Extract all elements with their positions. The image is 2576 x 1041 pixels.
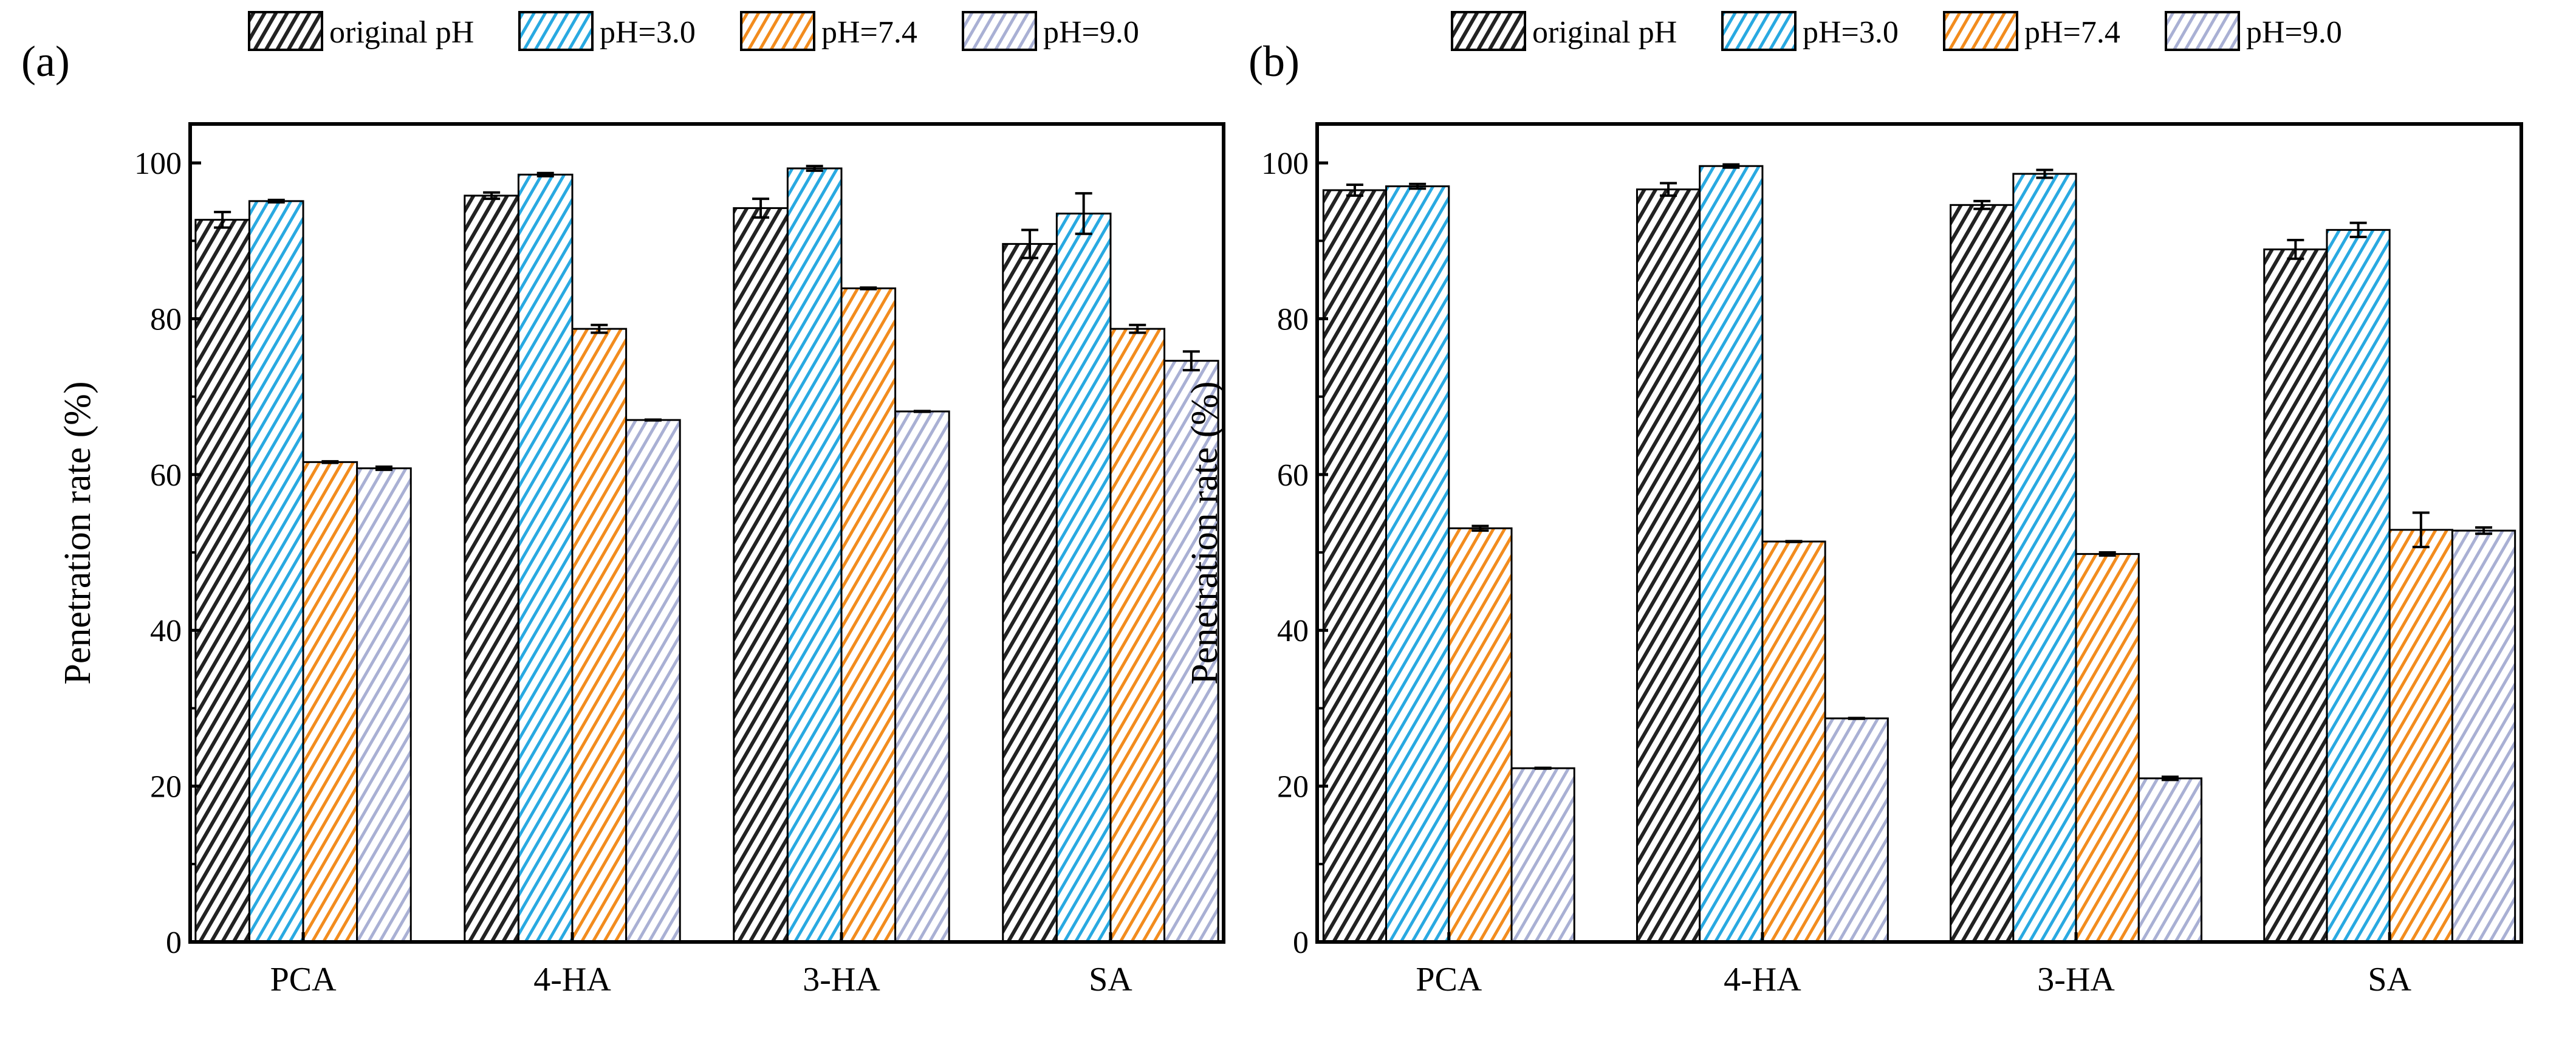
legend-label: pH=3.0 bbox=[600, 15, 696, 50]
y-tick-label: 20 bbox=[1277, 770, 1309, 805]
bar-ph-3-0 bbox=[2326, 228, 2391, 943]
bar-ph-3-0 bbox=[248, 200, 304, 943]
bar-ph-3-0 bbox=[517, 173, 574, 943]
y-axis-label: Penetration rate (%) bbox=[1184, 381, 1225, 684]
bar-ph-7-4 bbox=[1109, 328, 1166, 943]
plot-frame bbox=[1315, 122, 2523, 944]
bar-ph-3-0 bbox=[2012, 173, 2077, 943]
bar-ph-3-0 bbox=[1385, 185, 1450, 943]
y-tick-label: 0 bbox=[1293, 926, 1309, 960]
x-tick-label: SA bbox=[2368, 961, 2411, 998]
bar-ph-7-4 bbox=[1761, 540, 1826, 943]
bar-original-ph bbox=[464, 194, 519, 943]
legend-swatch bbox=[2165, 11, 2240, 51]
bar-ph-3-0 bbox=[1699, 165, 1764, 943]
bar-ph-9-0 bbox=[894, 410, 950, 943]
bar-original-ph bbox=[194, 219, 250, 943]
bar-ph-7-4 bbox=[1448, 527, 1513, 943]
bar-ph-7-4 bbox=[302, 461, 358, 943]
x-tick-label: 3-HA bbox=[803, 961, 880, 998]
bar-ph-7-4 bbox=[2075, 553, 2140, 943]
legend-label: pH=7.4 bbox=[821, 15, 917, 50]
x-tick-label: 4-HA bbox=[533, 961, 611, 998]
y-tick-label: 60 bbox=[1277, 458, 1309, 493]
x-tick-label: PCA bbox=[1416, 961, 1482, 998]
legend-label: original pH bbox=[329, 15, 474, 50]
y-tick-label: 100 bbox=[1261, 146, 1309, 181]
bar-ph-9-0 bbox=[1163, 360, 1219, 943]
panel-b: 0 20 40 60 80 100 PCA 4-HA 3-HA SA Penetration rat… bbox=[1184, 11, 2523, 998]
y-tick-label: 20 bbox=[150, 770, 182, 805]
legend-label: pH=3.0 bbox=[1803, 15, 1899, 50]
bar-ph-9-0 bbox=[625, 419, 681, 943]
bar-original-ph bbox=[2263, 248, 2328, 943]
bar-ph-9-0 bbox=[356, 467, 412, 943]
legend: original pH pH=3.0 pH=7.4 pH=9.0 bbox=[248, 11, 1139, 51]
y-tick-label: 80 bbox=[150, 302, 182, 337]
bar-ph-9-0 bbox=[2137, 777, 2203, 943]
bar-original-ph bbox=[733, 207, 789, 943]
panel-a: 0 20 40 60 80 100 PCA 4-HA 3-HA SA Penetration rat… bbox=[21, 11, 1225, 998]
x-tick-label: 3-HA bbox=[2037, 961, 2115, 998]
x-tick-label: 4-HA bbox=[1724, 961, 1801, 998]
y-tick-label: 0 bbox=[166, 926, 182, 960]
bar-ph-9-0 bbox=[1510, 767, 1575, 943]
y-tick-label: 60 bbox=[150, 458, 182, 493]
x-tick-label: PCA bbox=[270, 961, 337, 998]
legend-label: original pH bbox=[1532, 15, 1677, 50]
panel-label: (a) bbox=[21, 37, 70, 86]
bar-ph-7-4 bbox=[571, 328, 628, 943]
legend-label: pH=9.0 bbox=[1043, 15, 1139, 50]
legend-swatch bbox=[962, 11, 1037, 51]
bar-ph-3-0 bbox=[1055, 212, 1112, 943]
legend-swatch bbox=[1943, 11, 2018, 51]
panel-label: (b) bbox=[1249, 37, 1300, 86]
bar-original-ph bbox=[1322, 189, 1388, 943]
bar-original-ph bbox=[1950, 204, 2015, 943]
bar-original-ph bbox=[1636, 188, 1701, 943]
bar-ph-9-0 bbox=[2451, 529, 2516, 943]
legend-swatch bbox=[248, 11, 323, 51]
legend-swatch bbox=[1721, 11, 1797, 51]
legend-swatch bbox=[740, 11, 815, 51]
bar-original-ph bbox=[1002, 242, 1058, 943]
legend-label: pH=7.4 bbox=[2024, 15, 2120, 50]
y-axis-label: Penetration rate (%) bbox=[57, 381, 98, 684]
x-tick-label: SA bbox=[1089, 961, 1132, 998]
legend: original pH pH=3.0 pH=7.4 pH=9.0 bbox=[1451, 11, 2342, 51]
bar-ph-7-4 bbox=[2388, 529, 2453, 943]
y-tick-label: 80 bbox=[1277, 302, 1309, 337]
legend-swatch bbox=[1451, 11, 1526, 51]
legend-swatch bbox=[518, 11, 594, 51]
legend-label: pH=9.0 bbox=[2246, 15, 2342, 50]
y-tick-label: 100 bbox=[134, 146, 182, 181]
bar-ph-7-4 bbox=[840, 287, 897, 943]
plot-frame bbox=[188, 122, 1225, 944]
bar-ph-3-0 bbox=[786, 167, 843, 943]
bar-ph-9-0 bbox=[1824, 717, 1889, 943]
y-tick-label: 40 bbox=[150, 614, 182, 648]
y-tick-label: 40 bbox=[1277, 614, 1309, 648]
